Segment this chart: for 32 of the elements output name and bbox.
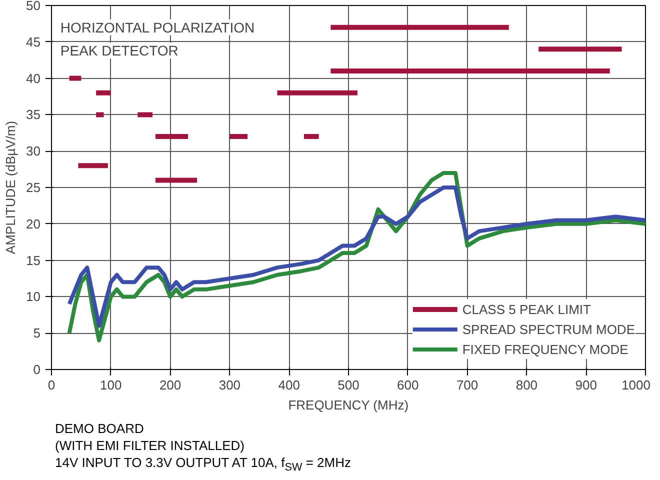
y-tick-label: 5: [33, 326, 41, 341]
x-axis-title: FREQUENCY (MHz): [288, 398, 409, 412]
text: DEMO BOARD: [55, 421, 144, 436]
y-axis-title: AMPLITUDE (dBµV/m): [3, 120, 18, 254]
y-tick-label: 30: [26, 144, 41, 159]
x-tick-label: 1000: [622, 378, 650, 392]
annotation: HORIZONTAL POLARIZATION: [60, 19, 255, 36]
x-tick-label: 0: [48, 378, 56, 392]
legend-label: FIXED FREQUENCY MODE: [462, 342, 628, 356]
x-tick-label: 700: [456, 378, 478, 392]
y-tick-label: 45: [26, 34, 41, 50]
legend-label: CLASS 5 PEAK LIMIT: [462, 302, 591, 316]
y-tick-label: 40: [26, 70, 41, 86]
y-tick-label: 25: [26, 180, 41, 195]
annotation: PEAK DETECTOR: [60, 42, 178, 59]
text: (WITH EMI FILTER INSTALLED): [55, 438, 244, 453]
x-tick-label: 200: [159, 378, 182, 392]
x-tick-label: 300: [218, 378, 241, 392]
y-tick-label: 20: [26, 216, 41, 232]
x-tick-label: 100: [100, 378, 122, 392]
y-tick-label: 50: [26, 0, 41, 13]
x-tick-label: 800: [516, 378, 538, 392]
y-tick-label: 10: [26, 289, 41, 304]
text: 14V INPUT TO 3.3V OUTPUT AT 10A, f$_{SW}$ = 2MHz: [55, 455, 351, 474]
legend-label: SPREAD SPECTRUM MODE: [462, 322, 635, 336]
y-tick-label: 35: [26, 107, 41, 122]
x-tick-label: 900: [575, 378, 597, 392]
x-tick-label: 600: [397, 378, 419, 392]
y-tick-label: 15: [26, 252, 41, 268]
y-tick-label: 0: [33, 362, 41, 377]
x-tick-label: 500: [338, 378, 360, 392]
x-tick-label: 400: [278, 378, 300, 392]
